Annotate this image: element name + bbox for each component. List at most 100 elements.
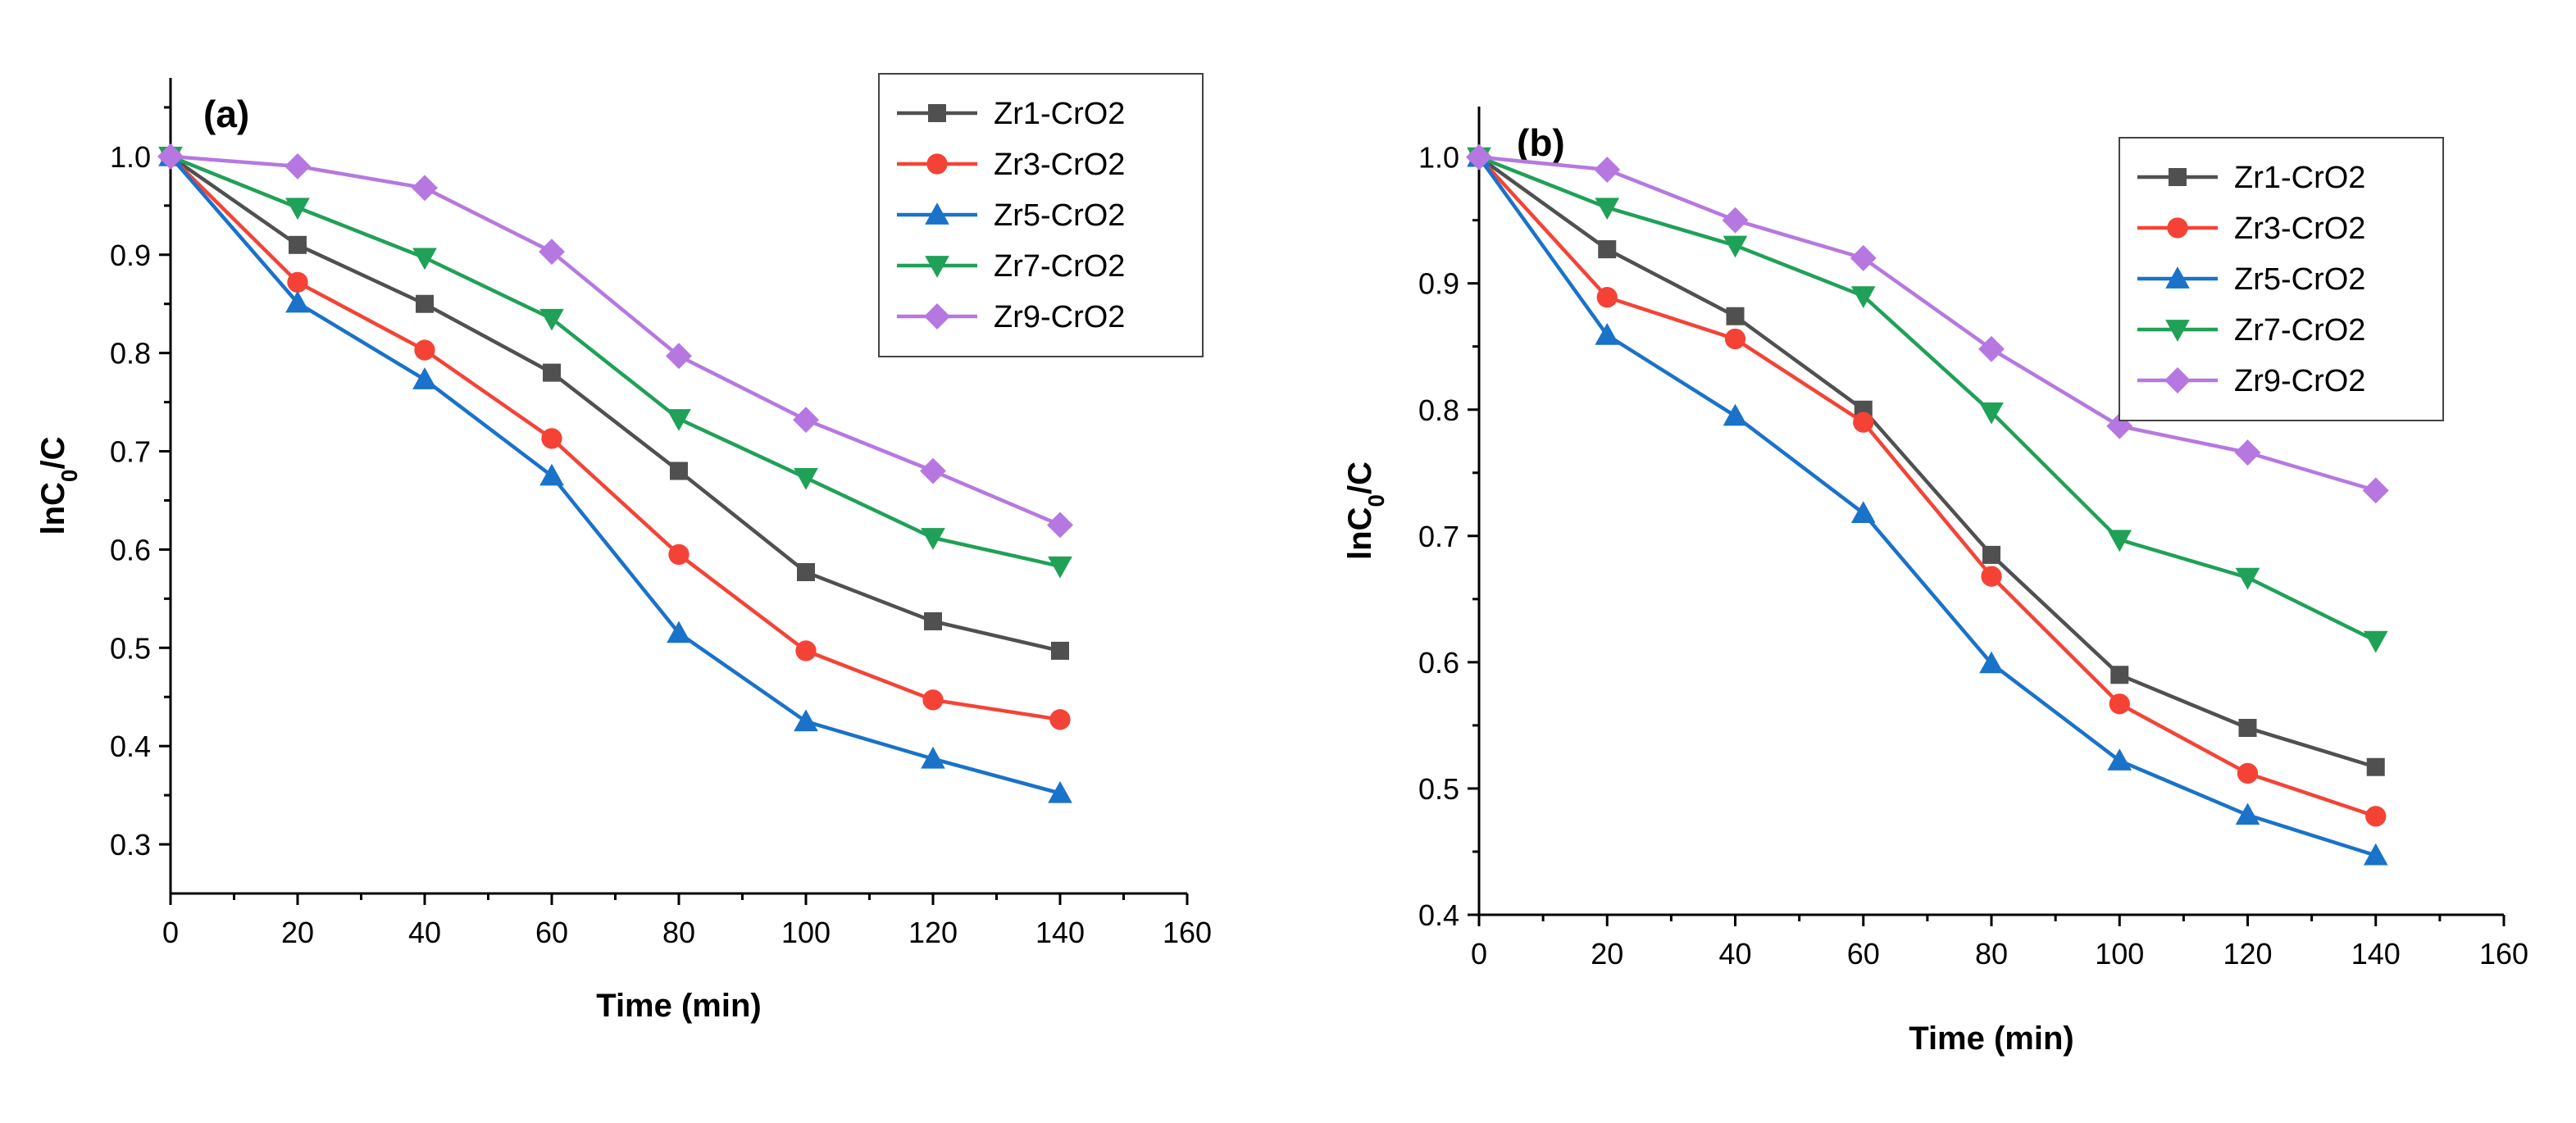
data-point-Zr5-CrO2	[1850, 501, 1876, 523]
x-tick-label: 80	[1975, 937, 2008, 971]
data-point-Zr7-CrO2	[2235, 567, 2260, 590]
series-line-Zr9-CrO2	[170, 154, 1061, 527]
y-axis-title-tail: /C	[35, 436, 71, 469]
legend-label: Zr5-CrO2	[2234, 262, 2365, 297]
x-tick-label: 60	[535, 916, 568, 949]
data-point-Zr5-CrO2	[285, 290, 310, 313]
data-point-Zr9-CrO2	[1850, 244, 1877, 271]
data-point-Zr5-CrO2	[667, 621, 691, 643]
data-point-Zr5-CrO2	[539, 463, 564, 486]
data-point-Zr1-CrO2	[1982, 545, 2000, 564]
legend-marker-Zr1-CrO2	[928, 104, 946, 122]
data-point-Zr7-CrO2	[412, 248, 437, 271]
data-point-Zr1-CrO2	[2238, 718, 2257, 737]
data-point-Zr3-CrO2	[2365, 806, 2387, 827]
panel-label: (b)	[1517, 121, 1565, 164]
data-point-Zr7-CrO2	[1723, 235, 1748, 258]
data-point-Zr9-CrO2	[1047, 511, 1073, 539]
data-point-Zr9-CrO2	[412, 175, 438, 202]
y-axis-title-main: lnC	[1342, 507, 1378, 560]
x-tick-label: 120	[2223, 937, 2272, 971]
x-tick-label: 40	[1718, 937, 1751, 971]
data-point-Zr7-CrO2	[285, 198, 310, 221]
data-point-Zr9-CrO2	[539, 239, 565, 266]
x-axis-title: Time (min)	[1909, 1021, 2074, 1057]
x-tick-label: 100	[2095, 937, 2144, 971]
data-point-Zr1-CrO2	[924, 612, 942, 630]
data-point-Zr3-CrO2	[2237, 762, 2259, 784]
data-point-Zr5-CrO2	[794, 709, 818, 732]
data-point-Zr9-CrO2	[793, 407, 819, 434]
data-point-Zr5-CrO2	[1595, 323, 1620, 345]
data-point-Zr7-CrO2	[2107, 530, 2132, 552]
x-tick-label: 160	[1163, 916, 1212, 949]
x-tick-label: 140	[2351, 937, 2401, 971]
data-point-Zr9-CrO2	[157, 143, 184, 170]
legend-label: Zr1-CrO2	[994, 97, 1125, 131]
data-point-Zr1-CrO2	[289, 235, 307, 254]
series-line-Zr7-CrO2	[170, 154, 1061, 568]
data-point-Zr3-CrO2	[414, 339, 435, 361]
legend-marker-Zr1-CrO2	[2169, 168, 2187, 186]
x-tick-label: 40	[408, 916, 441, 949]
data-point-Zr9-CrO2	[1978, 335, 2005, 362]
panel-b: 0 20 40 60 80 100 120 140 160 0.4 0.5 0.6 0.7 0.8 0.9 1…	[1342, 107, 2528, 1057]
series-line-Zr5-CrO2	[169, 155, 1061, 795]
data-point-Zr7-CrO2	[1595, 198, 1620, 221]
legend-label: Zr7-CrO2	[994, 249, 1125, 284]
x-tick-label: 20	[1591, 937, 1623, 971]
data-point-Zr3-CrO2	[1724, 328, 1746, 350]
data-point-Zr1-CrO2	[2110, 666, 2129, 684]
data-point-Zr9-CrO2	[2362, 477, 2389, 504]
data-point-Zr1-CrO2	[543, 363, 561, 382]
y-tick-label: 0.6	[1418, 646, 1459, 680]
x-tick-label: 60	[1847, 937, 1880, 971]
y-tick-label: 0.3	[110, 828, 151, 862]
data-point-Zr7-CrO2	[2363, 630, 2388, 653]
data-point-Zr5-CrO2	[412, 367, 437, 389]
data-point-Zr5-CrO2	[921, 746, 945, 769]
data-point-Zr9-CrO2	[666, 343, 692, 370]
legend-label: Zr5-CrO2	[994, 198, 1125, 233]
data-point-Zr3-CrO2	[922, 689, 944, 711]
y-tick-label: 0.8	[110, 337, 151, 371]
y-axis-title-tail: /C	[1342, 461, 1378, 494]
data-point-Zr1-CrO2	[2366, 757, 2385, 776]
series-line-Zr1-CrO2	[1477, 155, 2377, 769]
legend-marker-Zr7-CrO2	[925, 256, 949, 278]
data-point-Zr5-CrO2	[1048, 780, 1072, 803]
data-point-Zr9-CrO2	[1466, 143, 1492, 170]
y-tick-label: 0.5	[1418, 772, 1459, 806]
data-point-Zr3-CrO2	[1596, 286, 1618, 308]
data-point-Zr9-CrO2	[2234, 439, 2261, 466]
data-point-Zr1-CrO2	[797, 562, 815, 581]
data-point-Zr3-CrO2	[541, 428, 562, 449]
data-point-Zr5-CrO2	[2363, 843, 2388, 866]
x-tick-label: 120	[908, 916, 958, 949]
data-point-Zr3-CrO2	[1049, 709, 1071, 730]
y-tick-label: 0.9	[110, 239, 151, 272]
legend-marker-Zr7-CrO2	[2165, 320, 2190, 342]
data-point-Zr1-CrO2	[416, 294, 434, 313]
data-point-Zr5-CrO2	[2107, 748, 2132, 771]
data-point-Zr3-CrO2	[2109, 693, 2130, 715]
legend-marker-Zr3-CrO2	[926, 153, 948, 175]
panel-a: 0 20 40 60 80 100 120 140 160 0.3 0.4 0.5 0.6 0.7 0.8 0…	[35, 73, 1212, 1024]
legend-marker-Zr9-CrO2	[2164, 367, 2191, 393]
y-tick-label: 0.5	[110, 631, 151, 665]
y-tick-label: 0.7	[110, 435, 151, 469]
y-axis-title-subscript: 0	[57, 469, 82, 482]
panel-label: (a)	[203, 93, 249, 135]
data-point-Zr3-CrO2	[795, 640, 817, 662]
y-tick-label: 0.8	[1418, 393, 1459, 427]
legend-label: Zr1-CrO2	[2234, 161, 2365, 195]
series-line-Zr3-CrO2	[1477, 156, 2377, 818]
x-tick-label: 0	[1471, 937, 1487, 971]
data-point-Zr5-CrO2	[2235, 802, 2260, 825]
data-point-Zr3-CrO2	[668, 543, 690, 566]
data-point-Zr7-CrO2	[667, 409, 691, 431]
data-point-Zr7-CrO2	[539, 308, 564, 331]
y-axis-title: lnC0/C	[1342, 461, 1389, 560]
x-tick-label: 100	[781, 916, 831, 949]
data-point-Zr7-CrO2	[1850, 286, 1876, 308]
